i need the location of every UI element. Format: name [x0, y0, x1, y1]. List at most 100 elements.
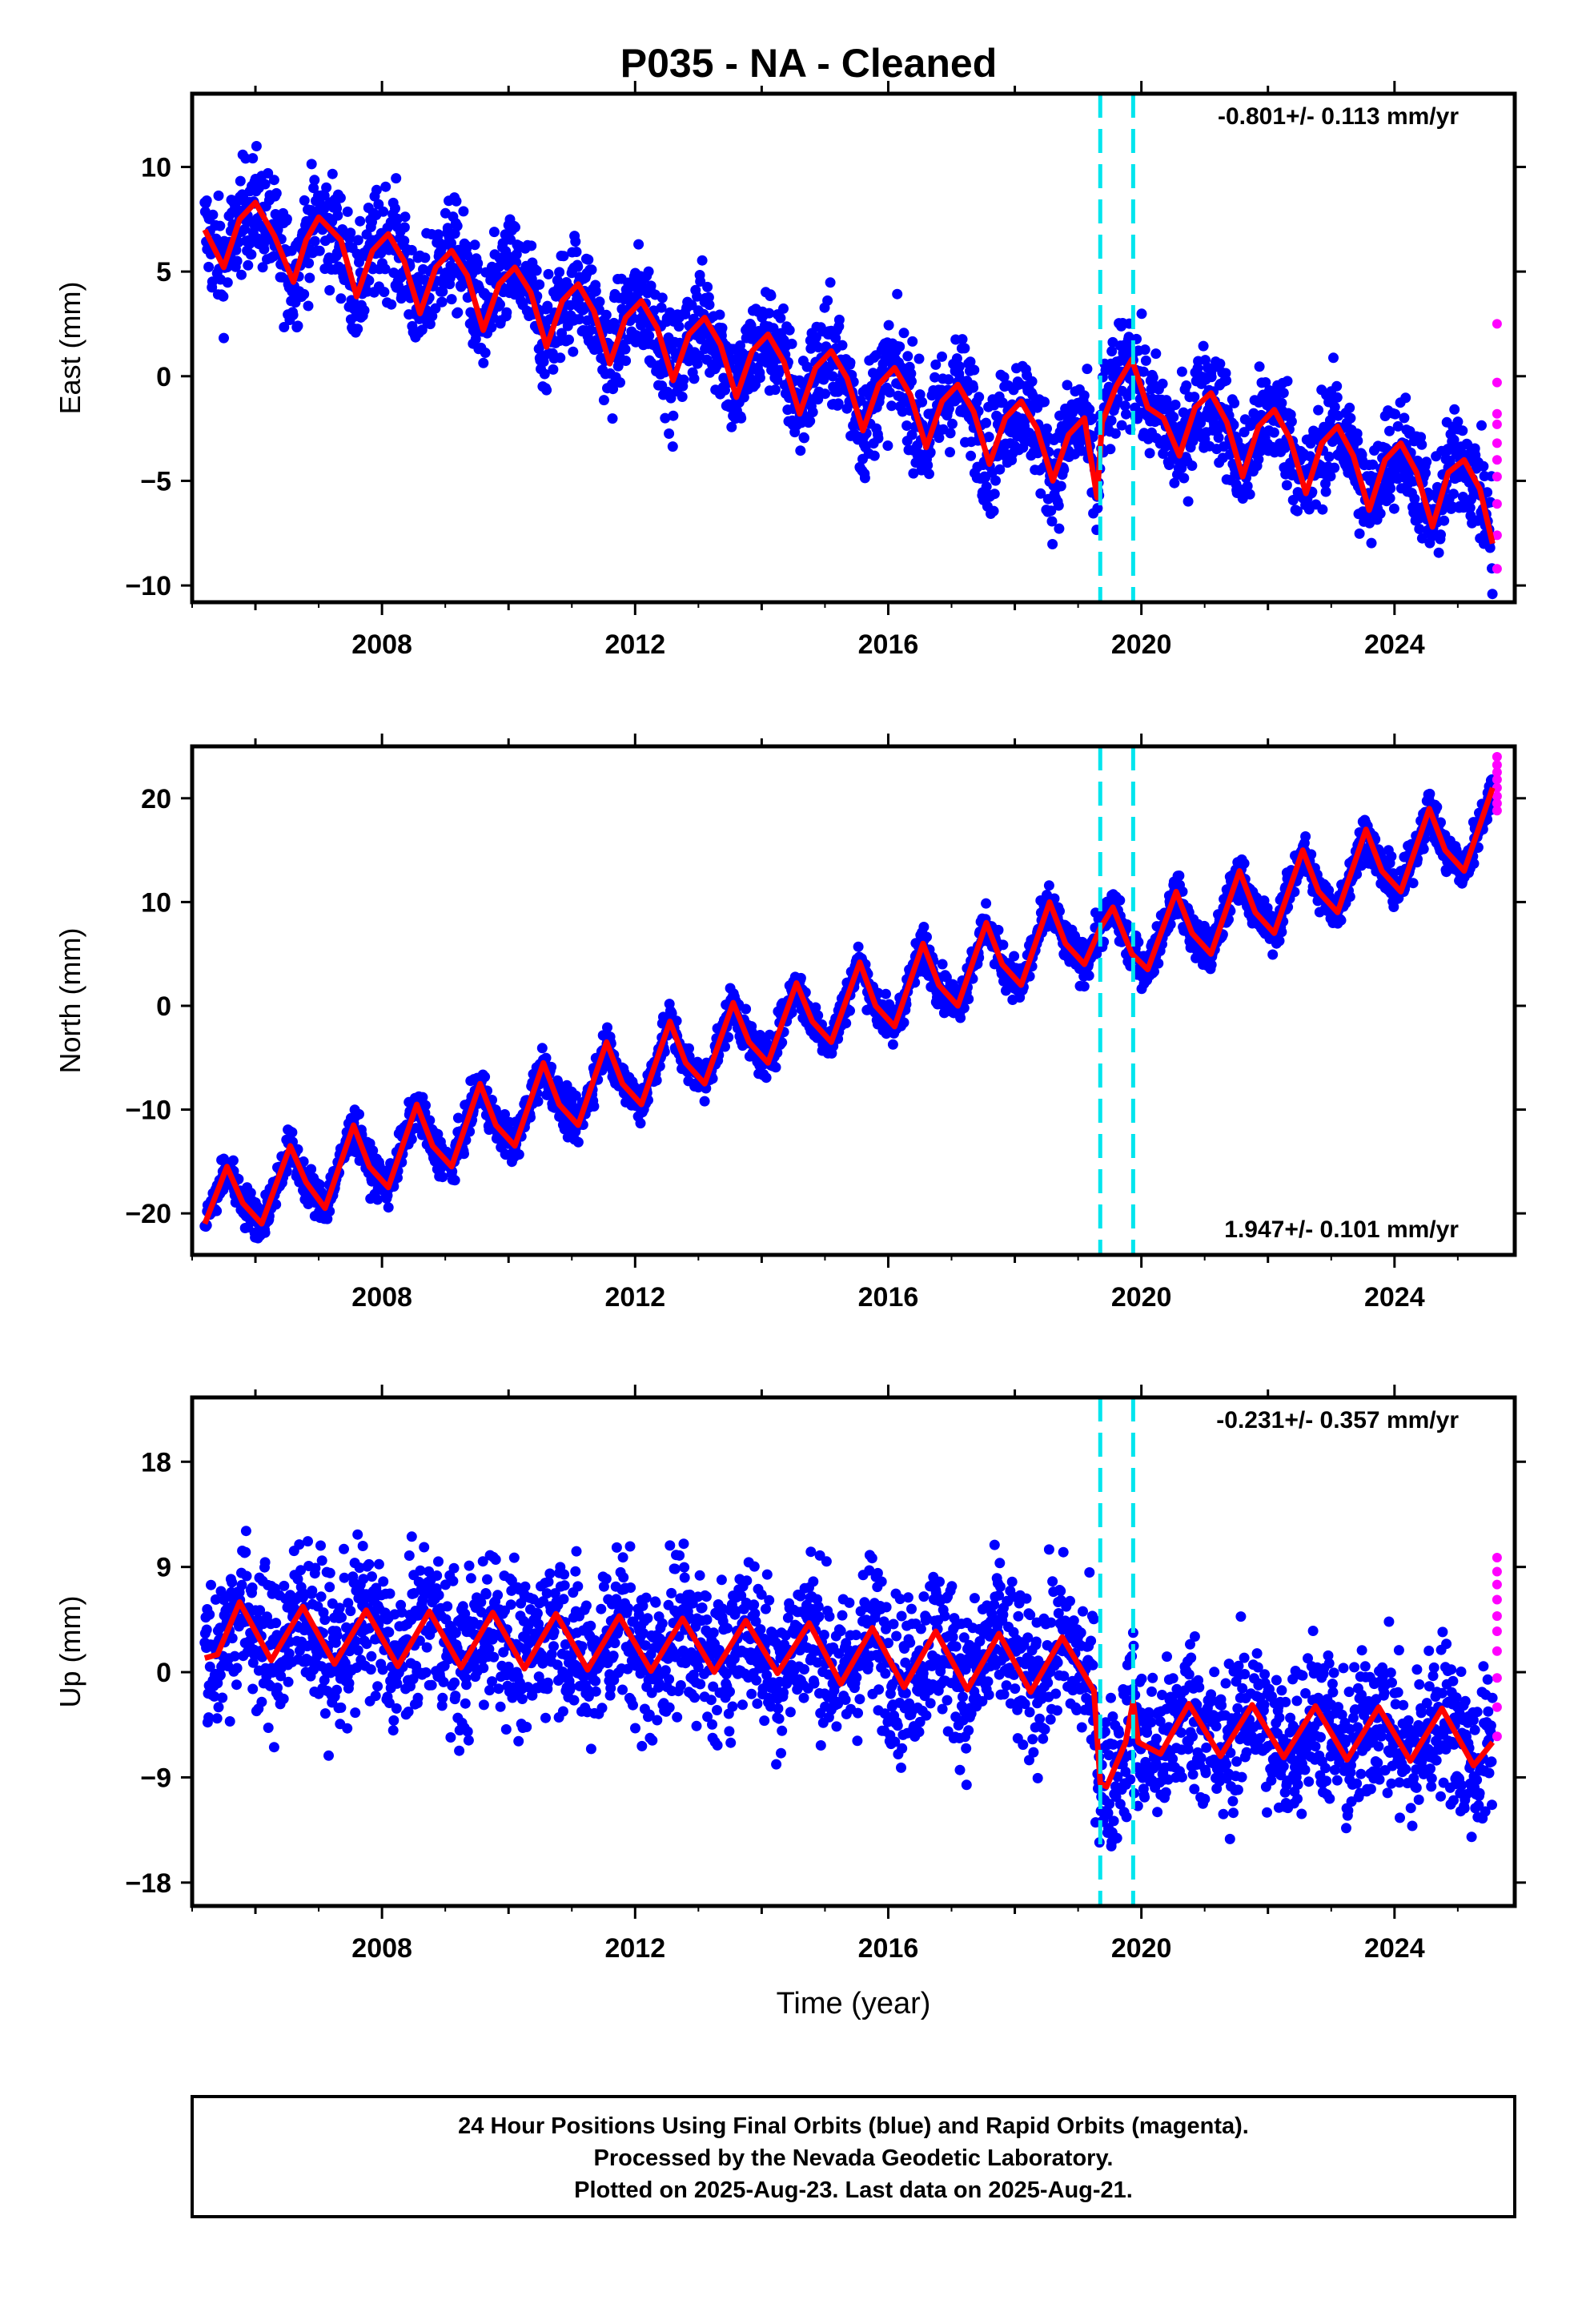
final-orbit-point — [319, 190, 330, 201]
final-orbit-point — [319, 203, 330, 215]
final-orbit-point — [855, 395, 866, 406]
final-orbit-point — [446, 238, 456, 249]
final-orbit-point — [723, 1031, 734, 1043]
final-orbit-point — [887, 1039, 898, 1050]
final-orbit-point — [1086, 413, 1098, 424]
final-orbit-point — [572, 261, 584, 272]
final-orbit-point — [235, 175, 246, 187]
final-orbit-point — [327, 168, 338, 179]
final-orbit-point — [243, 259, 254, 271]
final-orbit-point — [827, 371, 838, 382]
final-orbit-point — [937, 351, 947, 362]
final-orbit-point — [1082, 364, 1093, 375]
final-orbit-point — [684, 1043, 694, 1054]
rapid-orbit-point — [1492, 408, 1502, 419]
final-orbit-point — [1449, 404, 1460, 415]
final-orbit-point — [332, 210, 343, 221]
final-orbit-point — [424, 1115, 436, 1126]
final-orbit-point — [1083, 970, 1094, 981]
final-orbit-point — [966, 450, 977, 461]
final-orbit-point — [380, 181, 391, 192]
final-orbit-point — [615, 377, 625, 388]
final-orbit-point — [993, 924, 1004, 935]
final-orbit-point — [825, 277, 836, 288]
final-orbit-point — [1163, 460, 1174, 470]
final-orbit-point — [873, 432, 884, 444]
final-orbit-point — [965, 356, 976, 368]
final-orbit-point — [452, 1112, 464, 1124]
final-orbit-point — [1276, 397, 1287, 408]
final-orbit-point — [1478, 460, 1489, 472]
final-orbit-point — [704, 300, 715, 311]
final-orbit-point — [259, 243, 270, 255]
final-orbit-point — [406, 244, 417, 255]
final-orbit-point — [1176, 366, 1187, 377]
final-orbit-point — [201, 195, 212, 206]
final-orbit-point — [1329, 462, 1340, 473]
final-orbit-point — [1058, 464, 1070, 475]
final-orbit-point — [1105, 444, 1116, 455]
final-orbit-point — [898, 328, 909, 339]
final-orbit-point — [378, 206, 389, 217]
final-orbit-point — [309, 175, 320, 186]
final-orbit-point — [247, 153, 259, 164]
final-orbit-point — [383, 1202, 394, 1213]
final-orbit-point — [556, 328, 568, 339]
final-orbit-point — [665, 392, 677, 404]
final-orbit-point — [692, 291, 703, 302]
final-orbit-point — [571, 247, 582, 257]
final-orbit-point — [913, 353, 925, 364]
final-orbit-point — [231, 255, 243, 267]
final-orbit-point — [1221, 375, 1232, 386]
final-orbit-point — [884, 387, 895, 398]
final-orbit-point — [954, 361, 965, 372]
final-orbit-point — [1482, 487, 1493, 498]
x-tick-label: 2020 — [1111, 629, 1172, 660]
final-orbit-point — [342, 206, 353, 217]
final-orbit-point — [1385, 483, 1396, 494]
final-orbit-point — [908, 468, 919, 479]
final-orbit-point — [1292, 505, 1303, 517]
final-orbit-point — [1039, 396, 1050, 408]
x-tick-label: 2024 — [1364, 629, 1425, 660]
final-orbit-point — [259, 1227, 271, 1238]
final-orbit-point — [720, 1041, 730, 1052]
rapid-orbit-point — [1492, 472, 1502, 482]
final-orbit-point — [1046, 505, 1057, 517]
final-orbit-point — [488, 227, 500, 238]
final-orbit-point — [542, 300, 553, 312]
final-orbit-point — [574, 314, 584, 325]
final-orbit-point — [543, 268, 554, 279]
final-orbit-point — [335, 293, 347, 304]
final-orbit-point — [983, 432, 994, 443]
final-orbit-point — [510, 222, 520, 233]
final-orbit-point — [947, 418, 958, 429]
final-orbit-point — [607, 413, 618, 424]
final-orbit-point — [768, 323, 779, 334]
final-orbit-point — [472, 258, 484, 269]
final-orbit-point — [292, 320, 303, 332]
final-orbit-point — [937, 959, 948, 970]
final-orbit-point — [227, 1155, 239, 1166]
final-orbit-point — [355, 215, 366, 227]
final-orbit-point — [930, 359, 942, 370]
final-orbit-point — [907, 336, 918, 347]
final-orbit-point — [678, 374, 689, 385]
final-orbit-point — [513, 1149, 524, 1160]
final-orbit-point — [1239, 858, 1250, 869]
final-orbit-point — [436, 296, 448, 308]
final-orbit-point — [1198, 340, 1209, 352]
final-orbit-point — [352, 324, 363, 335]
final-orbit-point — [1219, 441, 1230, 452]
final-orbit-point — [449, 1175, 460, 1186]
final-orbit-points — [199, 141, 1498, 600]
final-orbit-point — [1281, 480, 1292, 491]
final-orbit-point — [299, 195, 310, 206]
final-orbit-point — [620, 356, 632, 366]
final-orbit-point — [602, 1022, 612, 1033]
final-orbit-point — [643, 266, 654, 277]
final-orbit-point — [304, 272, 315, 283]
final-orbit-point — [784, 324, 795, 336]
final-orbit-point — [219, 332, 229, 344]
final-orbit-point — [845, 357, 856, 368]
